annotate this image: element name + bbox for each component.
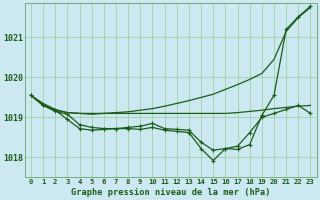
X-axis label: Graphe pression niveau de la mer (hPa): Graphe pression niveau de la mer (hPa) xyxy=(71,188,270,197)
